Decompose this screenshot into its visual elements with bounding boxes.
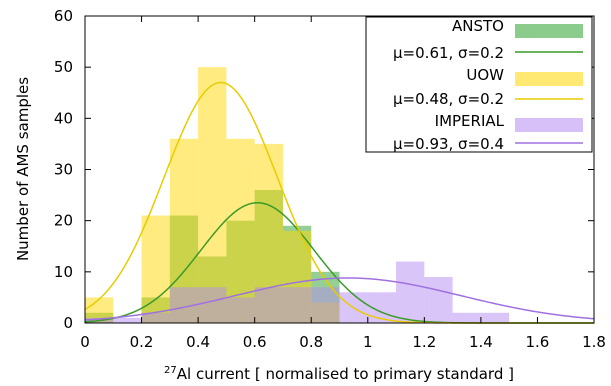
x-tick-label: 0.2 [130, 333, 154, 351]
legend-swatch-imperial [515, 118, 583, 132]
legend-label-imperial: IMPERIAL [435, 112, 505, 130]
legend-label-ansto: ANSTO [452, 17, 504, 35]
y-tick-label: 40 [54, 109, 73, 127]
y-tick-label: 20 [54, 212, 73, 230]
y-tick-label: 0 [63, 314, 73, 332]
bar-imperial [198, 287, 227, 323]
x-tick-label: 0.8 [299, 333, 323, 351]
bar-imperial [480, 312, 510, 323]
legend: ANSTO μ=0.61, σ=0.2 UOW μ=0.48, σ=0.2 IM… [365, 16, 593, 153]
x-axis-label: 27Al current [ normalised to primary sta… [164, 365, 514, 383]
x-tick-label: 0.6 [243, 333, 267, 351]
y-tick-label: 50 [54, 58, 73, 76]
x-axis-label-superscript: 27 [164, 365, 177, 376]
bar-uow [226, 138, 255, 323]
x-tick-label: 1.2 [412, 333, 436, 351]
x-tick-label: 1.4 [469, 333, 493, 351]
bar-imperial [424, 276, 453, 323]
x-tick-label: 1.8 [582, 333, 606, 351]
bar-imperial [226, 297, 255, 323]
y-axis-ticks: 0 10 20 30 40 50 60 [54, 7, 594, 332]
legend-label-uow: UOW [466, 66, 504, 84]
bar-uow [198, 67, 227, 323]
y-tick-label: 60 [54, 7, 73, 25]
y-tick-label: 30 [54, 161, 73, 179]
legend-label-imperial-fit: μ=0.93, σ=0.4 [393, 135, 504, 153]
x-axis-label-text: Al current [ normalised to primary stand… [177, 365, 514, 383]
bar-imperial [113, 317, 142, 323]
bar-imperial [282, 287, 312, 323]
legend-label-ansto-fit: μ=0.61, σ=0.2 [393, 44, 504, 62]
y-tick-label: 10 [54, 263, 73, 281]
y-axis-label: Number of AMS samples [14, 77, 32, 261]
legend-label-uow-fit: μ=0.48, σ=0.2 [393, 90, 504, 108]
x-tick-label: 1.6 [526, 333, 550, 351]
fit-curve-imperial [84, 277, 595, 321]
legend-swatch-ansto [515, 24, 583, 38]
histogram-bars [85, 67, 510, 323]
x-tick-label: 1 [363, 333, 373, 351]
bar-uow [141, 215, 170, 323]
x-axis-ticks: 0 0.2 0.4 0.6 0.8 1 1.2 1.4 1.6 1.8 [80, 16, 606, 351]
bar-imperial [396, 261, 425, 323]
legend-swatch-uow [515, 72, 583, 86]
bar-imperial [311, 287, 340, 323]
x-tick-label: 0 [80, 333, 90, 351]
x-tick-label: 0.4 [186, 333, 210, 351]
bar-imperial [452, 312, 481, 323]
bar-imperial [141, 312, 170, 323]
bar-imperial [254, 287, 283, 323]
